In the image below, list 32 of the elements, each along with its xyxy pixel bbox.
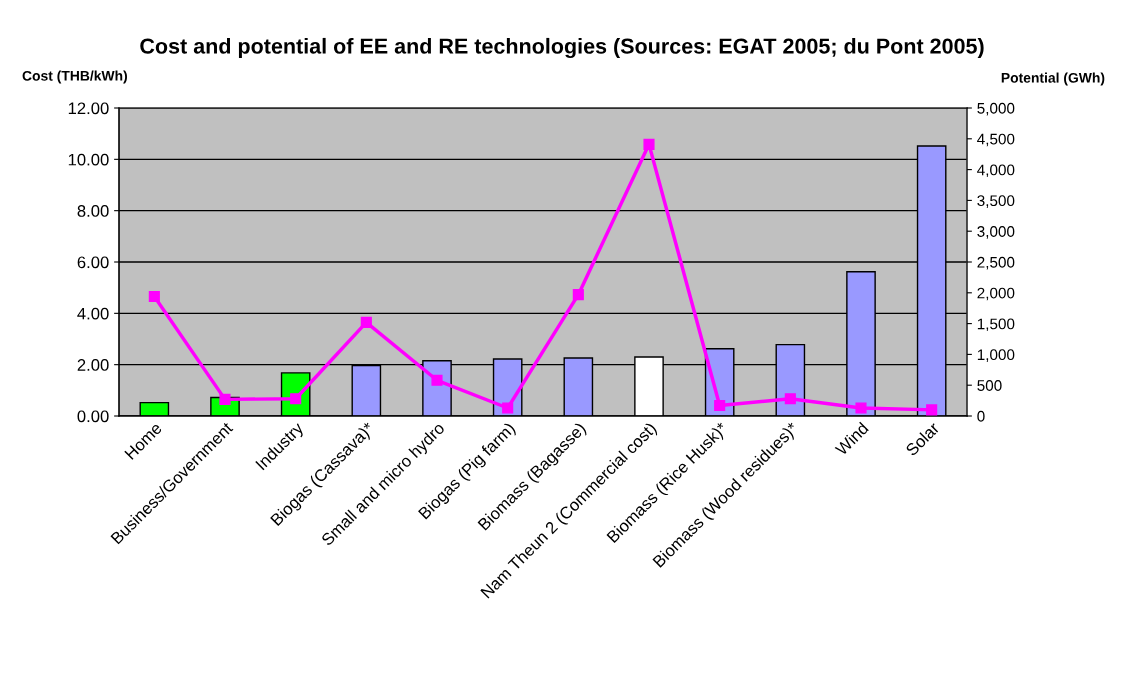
y2-tick-label: 4,000 (977, 164, 1015, 178)
y2-tick-label: 1,500 (977, 318, 1015, 332)
y2-tick-label: 4,500 (977, 133, 1015, 147)
point (502, 402, 514, 414)
y2-axis-title: Potential (GWh) (1001, 72, 1105, 86)
y2-tick-label: 1,000 (977, 349, 1015, 362)
y2-tick-label: 2,000 (977, 287, 1015, 301)
y2-tick-label: 500 (977, 380, 1002, 391)
point (219, 393, 231, 405)
y-tick-label: 6.00 (77, 256, 109, 269)
point (431, 374, 443, 386)
y-tick-label: 8.00 (77, 205, 109, 217)
point (360, 316, 372, 328)
point (714, 399, 726, 412)
y2-tick-label: 5,000 (977, 102, 1015, 116)
point (643, 138, 655, 150)
y-axis-title: Cost (THB/kWh) (22, 70, 127, 84)
point (855, 402, 867, 414)
point (148, 290, 160, 303)
y2-tick-label: 0 (977, 410, 985, 422)
point (784, 393, 796, 405)
point (572, 289, 584, 301)
y2-tick-label: 3,000 (977, 226, 1015, 239)
y-tick-label: 0.00 (77, 410, 109, 423)
y2-tick-label: 2,500 (977, 256, 1015, 270)
y-tick-label: 2.00 (77, 359, 109, 371)
y-tick-label: 10.00 (68, 153, 109, 166)
y-tick-label: 12.00 (68, 102, 109, 115)
point (926, 404, 938, 416)
chart-title: Cost and potential of EE and RE technologies (Sources: EGAT 2005; du Pont 2005) (140, 37, 984, 59)
y-tick-label: 4.00 (77, 307, 109, 320)
y2-tick-label: 3,500 (977, 195, 1015, 208)
